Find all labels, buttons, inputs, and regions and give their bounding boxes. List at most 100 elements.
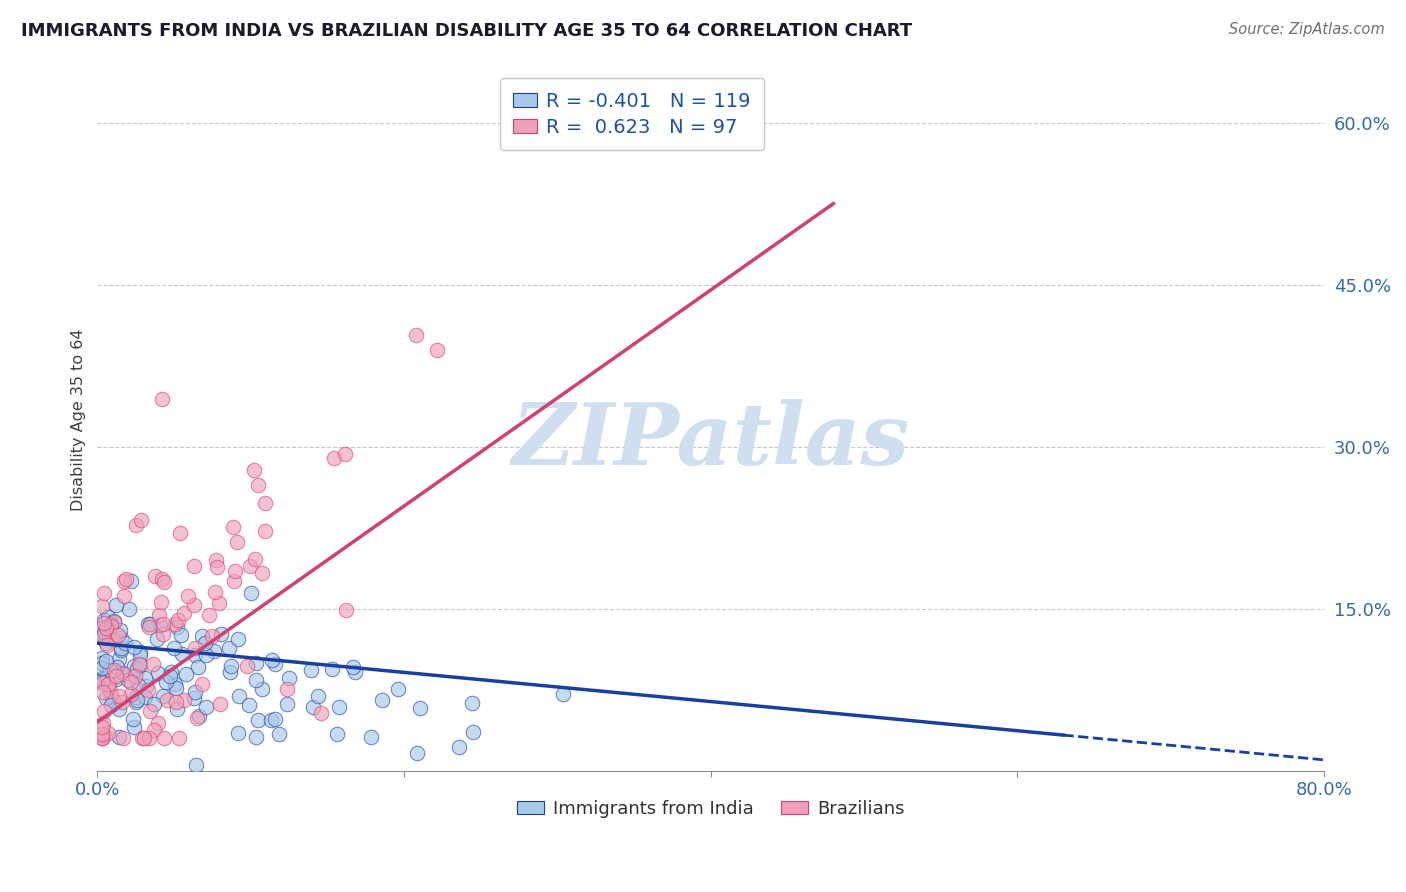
Point <box>183 598 205 612</box>
Point <box>222 520 245 534</box>
Point <box>91 726 114 740</box>
Point <box>93 615 115 630</box>
Point <box>169 525 191 540</box>
Point <box>94 636 117 650</box>
Text: IMMIGRANTS FROM INDIA VS BRAZILIAN DISABILITY AGE 35 TO 64 CORRELATION CHART: IMMIGRANTS FROM INDIA VS BRAZILIAN DISAB… <box>21 22 912 40</box>
Point <box>149 594 172 608</box>
Point <box>97 610 120 624</box>
Point <box>143 697 166 711</box>
Point <box>110 640 132 655</box>
Point <box>134 671 156 685</box>
Point <box>186 711 208 725</box>
Point <box>93 704 115 718</box>
Point <box>150 572 173 586</box>
Point <box>276 681 298 696</box>
Point <box>226 632 249 647</box>
Point <box>461 696 484 710</box>
Point <box>159 665 181 679</box>
Point <box>142 657 165 672</box>
Point <box>208 697 231 711</box>
Point <box>98 676 121 690</box>
Point <box>111 666 134 681</box>
Point <box>239 585 262 599</box>
Point <box>138 731 160 746</box>
Point <box>262 653 284 667</box>
Point <box>326 727 349 741</box>
Point <box>143 569 166 583</box>
Point <box>125 690 148 705</box>
Point <box>245 673 267 688</box>
Point <box>243 463 266 477</box>
Point <box>173 607 195 621</box>
Point <box>152 575 174 590</box>
Point <box>139 617 162 632</box>
Point <box>263 657 285 672</box>
Point <box>260 714 283 728</box>
Point <box>323 451 346 466</box>
Point <box>112 590 135 604</box>
Point <box>100 618 122 632</box>
Point <box>93 631 115 645</box>
Point <box>146 632 169 646</box>
Point <box>172 647 194 661</box>
Point <box>91 720 114 734</box>
Point <box>112 574 135 589</box>
Point <box>166 620 188 634</box>
Point <box>263 712 285 726</box>
Point <box>278 671 301 685</box>
Point <box>136 683 159 698</box>
Point <box>108 623 131 637</box>
Point <box>174 666 197 681</box>
Point <box>94 690 117 705</box>
Point <box>131 731 153 746</box>
Point <box>111 731 134 746</box>
Point <box>124 720 146 734</box>
Point <box>91 676 114 690</box>
Point <box>108 690 131 704</box>
Point <box>138 620 160 634</box>
Point <box>195 700 218 714</box>
Point <box>108 652 131 666</box>
Point <box>321 663 343 677</box>
Point <box>91 671 114 685</box>
Point <box>183 640 205 655</box>
Point <box>129 648 152 663</box>
Point <box>136 616 159 631</box>
Point <box>135 679 157 693</box>
Point <box>187 660 209 674</box>
Point <box>409 700 432 714</box>
Point <box>194 648 217 662</box>
Point <box>252 566 274 580</box>
Point <box>236 658 259 673</box>
Point <box>167 613 190 627</box>
Point <box>371 693 394 707</box>
Point <box>115 572 138 586</box>
Point <box>142 723 165 737</box>
Point <box>218 665 240 679</box>
Point <box>128 657 150 672</box>
Point <box>344 665 367 679</box>
Point <box>91 674 114 689</box>
Point <box>190 676 212 690</box>
Point <box>103 614 125 628</box>
Point <box>302 700 325 714</box>
Point <box>202 644 225 658</box>
Point <box>118 602 141 616</box>
Point <box>205 560 228 574</box>
Point <box>276 697 298 711</box>
Point <box>114 666 136 681</box>
Point <box>96 638 118 652</box>
Point <box>128 657 150 672</box>
Point <box>159 669 181 683</box>
Point <box>94 621 117 635</box>
Text: ZIPatlas: ZIPatlas <box>512 399 910 483</box>
Point <box>148 607 170 622</box>
Point <box>254 496 277 510</box>
Point <box>121 712 143 726</box>
Point <box>449 739 471 754</box>
Point <box>152 690 174 704</box>
Point <box>124 658 146 673</box>
Legend: Immigrants from India, Brazilians: Immigrants from India, Brazilians <box>510 792 911 825</box>
Point <box>299 663 322 677</box>
Point <box>91 715 114 730</box>
